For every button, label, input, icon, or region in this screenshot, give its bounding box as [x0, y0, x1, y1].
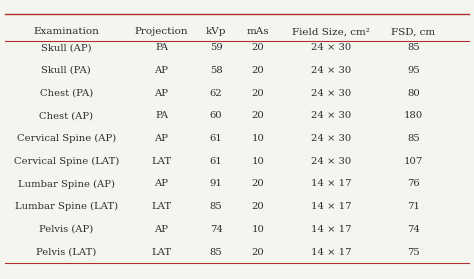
Text: 20: 20 — [252, 43, 264, 52]
Text: 74: 74 — [407, 225, 420, 234]
Text: 20: 20 — [252, 202, 264, 211]
Text: Cervical Spine (LAT): Cervical Spine (LAT) — [14, 157, 119, 166]
Text: Chest (PA): Chest (PA) — [40, 89, 93, 98]
Text: 95: 95 — [407, 66, 420, 75]
Text: 24 × 30: 24 × 30 — [311, 43, 351, 52]
Text: Skull (AP): Skull (AP) — [41, 43, 91, 52]
Text: AP: AP — [155, 179, 169, 188]
Text: AP: AP — [155, 66, 169, 75]
Text: FSD, cm: FSD, cm — [392, 27, 436, 36]
Text: 20: 20 — [252, 247, 264, 256]
Text: 10: 10 — [252, 157, 264, 166]
Text: 24 × 30: 24 × 30 — [311, 111, 351, 120]
Text: AP: AP — [155, 89, 169, 98]
Text: kVp: kVp — [206, 27, 227, 36]
Text: 14 × 17: 14 × 17 — [311, 247, 351, 256]
Text: Chest (AP): Chest (AP) — [39, 111, 93, 120]
Text: 76: 76 — [407, 179, 420, 188]
Text: 80: 80 — [407, 89, 420, 98]
Text: Examination: Examination — [33, 27, 99, 36]
Text: Skull (PA): Skull (PA) — [41, 66, 91, 75]
Text: 20: 20 — [252, 179, 264, 188]
Text: 91: 91 — [210, 179, 222, 188]
Text: LAT: LAT — [152, 202, 172, 211]
Text: Cervical Spine (AP): Cervical Spine (AP) — [17, 134, 116, 143]
Text: 71: 71 — [407, 202, 420, 211]
Text: 20: 20 — [252, 66, 264, 75]
Text: 58: 58 — [210, 66, 222, 75]
Text: Lumbar Spine (LAT): Lumbar Spine (LAT) — [15, 202, 118, 211]
Text: 85: 85 — [407, 134, 420, 143]
Text: Pelvis (LAT): Pelvis (LAT) — [36, 247, 97, 256]
Text: 14 × 17: 14 × 17 — [311, 202, 351, 211]
Text: 20: 20 — [252, 89, 264, 98]
Text: 24 × 30: 24 × 30 — [311, 89, 351, 98]
Text: 61: 61 — [210, 134, 222, 143]
Text: 59: 59 — [210, 43, 222, 52]
Text: 10: 10 — [252, 134, 264, 143]
Text: 20: 20 — [252, 111, 264, 120]
Text: 14 × 17: 14 × 17 — [311, 225, 351, 234]
Text: 24 × 30: 24 × 30 — [311, 134, 351, 143]
Text: 180: 180 — [404, 111, 423, 120]
Text: 107: 107 — [404, 157, 423, 166]
Text: 62: 62 — [210, 89, 222, 98]
Text: AP: AP — [155, 225, 169, 234]
Text: 10: 10 — [252, 225, 264, 234]
Text: Field Size, cm²: Field Size, cm² — [292, 27, 370, 36]
Text: LAT: LAT — [152, 247, 172, 256]
Text: 85: 85 — [210, 202, 222, 211]
Text: 85: 85 — [407, 43, 420, 52]
Text: 61: 61 — [210, 157, 222, 166]
Text: 74: 74 — [210, 225, 222, 234]
Text: 24 × 30: 24 × 30 — [311, 157, 351, 166]
Text: 14 × 17: 14 × 17 — [311, 179, 351, 188]
Text: PA: PA — [155, 43, 168, 52]
Text: Projection: Projection — [135, 27, 188, 36]
Text: Pelvis (AP): Pelvis (AP) — [39, 225, 93, 234]
Text: Lumbar Spine (AP): Lumbar Spine (AP) — [18, 179, 115, 189]
Text: 85: 85 — [210, 247, 222, 256]
Text: 60: 60 — [210, 111, 222, 120]
Text: 24 × 30: 24 × 30 — [311, 66, 351, 75]
Text: PA: PA — [155, 111, 168, 120]
Text: AP: AP — [155, 134, 169, 143]
Text: LAT: LAT — [152, 157, 172, 166]
Text: mAs: mAs — [246, 27, 269, 36]
Text: 75: 75 — [407, 247, 420, 256]
